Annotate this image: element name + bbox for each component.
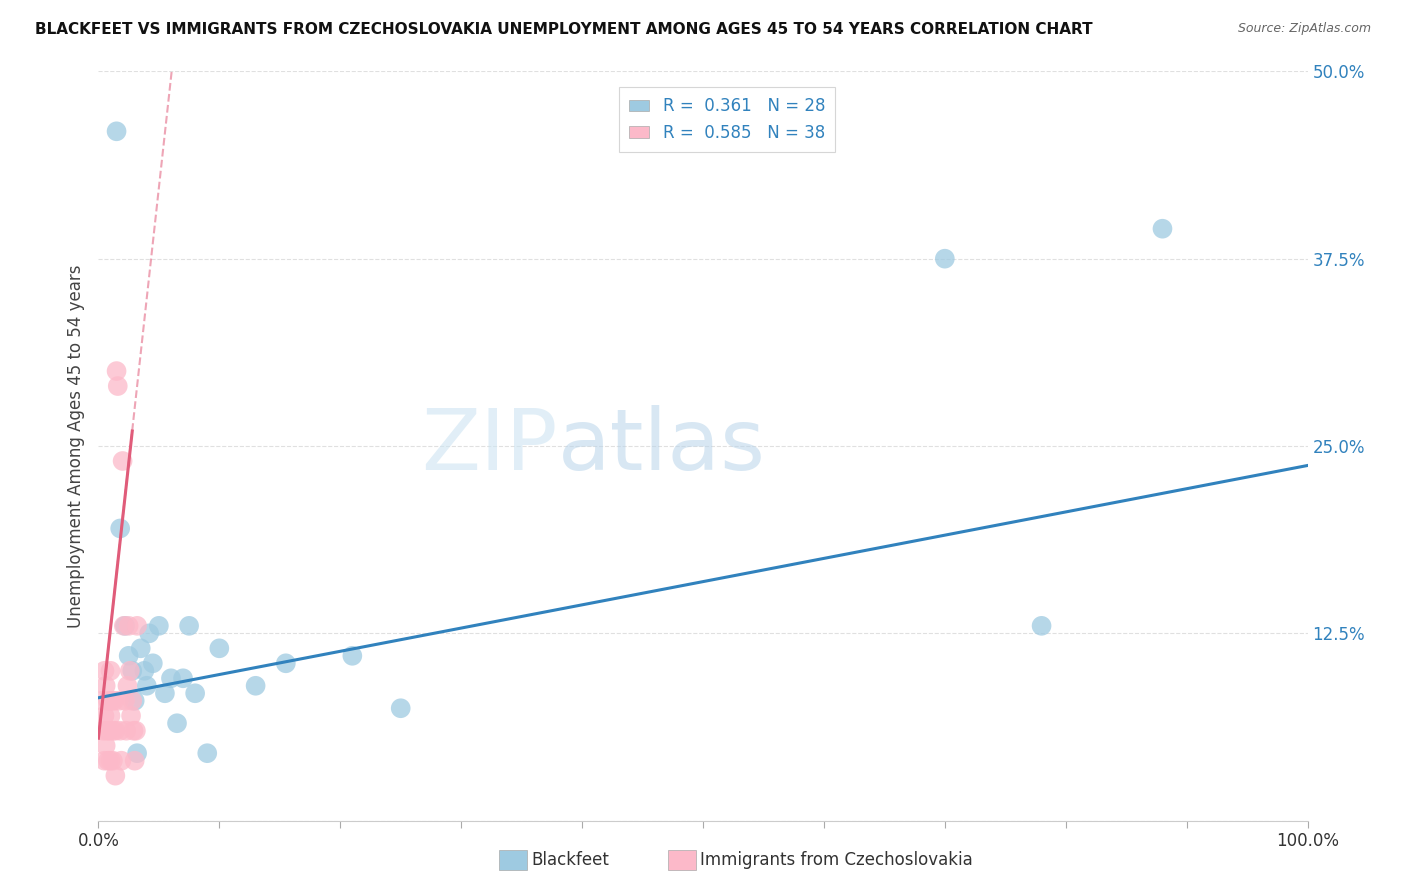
- Y-axis label: Unemployment Among Ages 45 to 54 years: Unemployment Among Ages 45 to 54 years: [66, 264, 84, 628]
- Point: [121, 694, 143, 708]
- Point: [208, 641, 231, 656]
- Point: [105, 364, 128, 378]
- Point: [1152, 221, 1174, 235]
- Point: [138, 626, 160, 640]
- Point: [1031, 619, 1053, 633]
- Text: Source: ZipAtlas.com: Source: ZipAtlas.com: [1237, 22, 1371, 36]
- Point: [195, 746, 218, 760]
- Point: [179, 619, 201, 633]
- Point: [96, 723, 118, 738]
- Point: [93, 664, 115, 678]
- Point: [108, 723, 131, 738]
- Point: [101, 723, 124, 738]
- Point: [142, 657, 165, 671]
- Point: [104, 769, 127, 783]
- Legend: R =  0.361   N = 28, R =  0.585   N = 38: R = 0.361 N = 28, R = 0.585 N = 38: [619, 87, 835, 152]
- Point: [129, 641, 152, 656]
- Point: [172, 671, 194, 685]
- Point: [127, 746, 149, 760]
- Point: [100, 694, 122, 708]
- Point: [103, 694, 125, 708]
- Point: [110, 754, 132, 768]
- Text: Immigrants from Czechoslovakia: Immigrants from Czechoslovakia: [700, 851, 973, 869]
- Point: [127, 619, 149, 633]
- Point: [118, 648, 141, 663]
- Point: [100, 664, 122, 678]
- Point: [117, 679, 139, 693]
- Text: ZIP: ZIP: [422, 404, 558, 488]
- Point: [94, 679, 117, 693]
- Point: [114, 619, 136, 633]
- Point: [91, 694, 114, 708]
- Point: [153, 686, 176, 700]
- Point: [120, 708, 142, 723]
- Point: [166, 716, 188, 731]
- Point: [91, 723, 114, 738]
- Point: [98, 723, 121, 738]
- Text: Blackfeet: Blackfeet: [531, 851, 609, 869]
- Point: [105, 124, 128, 138]
- Point: [100, 708, 122, 723]
- Point: [100, 754, 122, 768]
- Point: [101, 754, 124, 768]
- Point: [125, 723, 148, 738]
- Point: [97, 754, 120, 768]
- Point: [245, 679, 267, 693]
- Point: [104, 723, 127, 738]
- Point: [93, 754, 115, 768]
- Point: [184, 686, 207, 700]
- Point: [108, 694, 131, 708]
- Point: [118, 619, 141, 633]
- Point: [111, 454, 134, 468]
- Point: [121, 664, 143, 678]
- Point: [93, 708, 115, 723]
- Point: [124, 694, 146, 708]
- Point: [94, 739, 117, 753]
- Point: [274, 657, 297, 671]
- Point: [148, 619, 170, 633]
- Point: [122, 723, 145, 738]
- Point: [135, 679, 157, 693]
- Point: [112, 619, 135, 633]
- Text: atlas: atlas: [558, 404, 766, 488]
- Point: [160, 671, 183, 685]
- Point: [124, 754, 146, 768]
- Point: [108, 521, 131, 535]
- Point: [115, 723, 138, 738]
- Point: [389, 701, 412, 715]
- Point: [342, 648, 364, 663]
- Point: [114, 694, 136, 708]
- Point: [934, 252, 956, 266]
- Point: [118, 664, 141, 678]
- Point: [107, 379, 129, 393]
- Text: BLACKFEET VS IMMIGRANTS FROM CZECHOSLOVAKIA UNEMPLOYMENT AMONG AGES 45 TO 54 YEA: BLACKFEET VS IMMIGRANTS FROM CZECHOSLOVA…: [35, 22, 1092, 37]
- Point: [97, 694, 120, 708]
- Point: [134, 664, 156, 678]
